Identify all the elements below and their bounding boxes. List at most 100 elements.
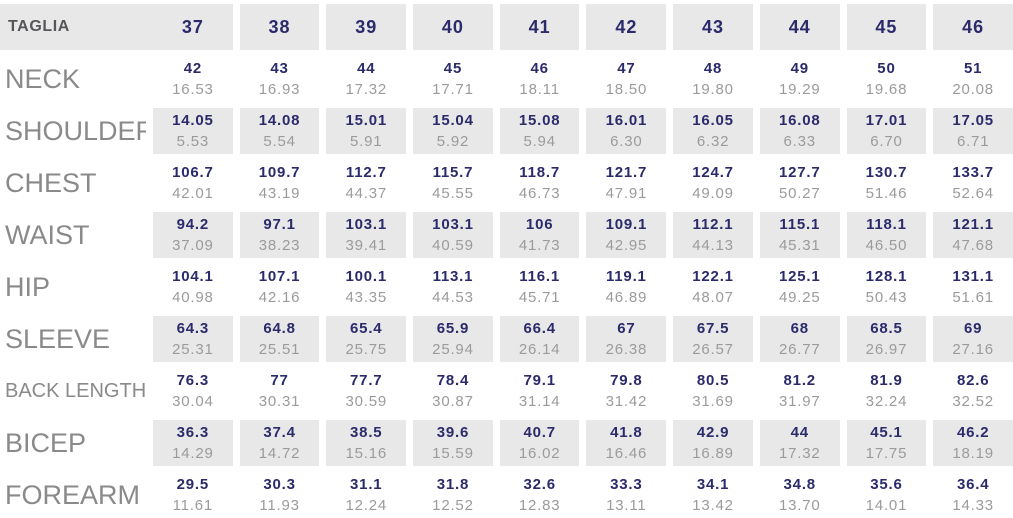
measurement-cell: 94.2 37.09 bbox=[153, 212, 233, 258]
value-inches: 16.02 bbox=[518, 445, 561, 462]
value-inches: 30.31 bbox=[258, 393, 301, 410]
value-cm: 133.7 bbox=[952, 164, 994, 181]
column-header-size: 39 bbox=[326, 4, 407, 50]
value-cm: 118.1 bbox=[866, 216, 907, 233]
value-inches: 38.23 bbox=[258, 237, 301, 254]
value-cm: 125.1 bbox=[778, 268, 821, 285]
value-cm: 39.6 bbox=[436, 424, 470, 441]
value-inches: 43.19 bbox=[258, 185, 301, 202]
value-inches: 46.73 bbox=[518, 185, 561, 202]
value-inches: 40.98 bbox=[172, 289, 214, 306]
value-inches: 11.93 bbox=[259, 497, 300, 514]
column-header-size: 38 bbox=[239, 4, 320, 50]
value-cm: 106.7 bbox=[172, 164, 214, 181]
value-cm: 50 bbox=[877, 60, 896, 77]
value-inches: 19.29 bbox=[778, 81, 821, 98]
value-inches: 42.95 bbox=[605, 237, 648, 254]
measurement-cell: 77 30.31 bbox=[240, 368, 320, 414]
value-inches: 46.50 bbox=[865, 237, 908, 254]
value-inches: 14.29 bbox=[172, 445, 214, 462]
row-label: WAIST bbox=[5, 219, 90, 250]
column-header-size: 43 bbox=[673, 4, 753, 50]
value-inches: 26.14 bbox=[518, 341, 561, 358]
value-cm: 130.7 bbox=[865, 164, 908, 181]
value-cm: 67 bbox=[617, 320, 636, 337]
value-cm: 44 bbox=[790, 424, 809, 441]
value-cm: 97.1 bbox=[263, 216, 296, 233]
header-row: TAGLIA 37 38 39 40 41 42 43 44 45 46 bbox=[0, 4, 1013, 50]
column-header-size: 37 bbox=[153, 4, 233, 50]
value-cm: 80.5 bbox=[696, 372, 730, 389]
value-cm: 42 bbox=[183, 60, 202, 77]
value-cm: 94.2 bbox=[176, 216, 210, 233]
value-cm: 38.5 bbox=[350, 424, 383, 441]
row-label: NECK bbox=[5, 63, 81, 94]
value-cm: 131.1 bbox=[952, 268, 994, 285]
value-cm: 77 bbox=[270, 372, 289, 389]
value-cm: 69 bbox=[963, 320, 983, 337]
measurement-cell: 77.7 30.59 bbox=[326, 368, 406, 414]
value-inches: 18.19 bbox=[952, 445, 994, 462]
value-inches: 19.80 bbox=[692, 81, 734, 98]
value-inches: 16.93 bbox=[258, 81, 301, 98]
measurement-cell: 44 17.32 bbox=[759, 420, 840, 466]
value-cm: 16.08 bbox=[778, 112, 821, 129]
measurement-cell: 39.6 15.59 bbox=[413, 420, 493, 466]
measurement-cell: 42.9 16.89 bbox=[673, 420, 753, 466]
table-row: SLEEVE 64.3 25.31 64.8 25.51 65.4 25.75 65.9 25.… bbox=[0, 316, 1013, 362]
value-inches: 6.30 bbox=[610, 133, 643, 150]
value-inches: 6.33 bbox=[783, 133, 816, 150]
value-cm: 109.1 bbox=[605, 216, 648, 233]
measurement-cell: 104.1 40.98 bbox=[153, 264, 233, 310]
value-inches: 51.61 bbox=[952, 289, 994, 306]
value-cm: 34.1 bbox=[696, 476, 730, 493]
measurement-cell: 31.1 12.24 bbox=[326, 472, 406, 518]
value-cm: 112.7 bbox=[345, 164, 387, 181]
value-inches: 14.33 bbox=[952, 497, 994, 514]
value-cm: 36.4 bbox=[956, 476, 990, 493]
value-inches: 15.59 bbox=[432, 445, 474, 462]
value-inches: 41.73 bbox=[518, 237, 561, 254]
value-inches: 44.37 bbox=[345, 185, 388, 202]
row-label: CHEST bbox=[5, 167, 97, 198]
measurement-cell: 34.8 13.70 bbox=[760, 472, 840, 518]
measurement-cell: 16.05 6.32 bbox=[673, 108, 753, 154]
value-cm: 48 bbox=[703, 60, 723, 77]
value-cm: 17.01 bbox=[865, 112, 908, 129]
value-cm: 124.7 bbox=[692, 164, 734, 181]
measurement-cell: 31.8 12.52 bbox=[413, 472, 493, 518]
measurement-cell: 64.3 25.31 bbox=[153, 316, 233, 362]
value-cm: 127.7 bbox=[778, 164, 821, 181]
measurement-cell: 68 26.77 bbox=[759, 316, 840, 362]
column-header-size: 45 bbox=[846, 4, 927, 50]
value-cm: 78.4 bbox=[436, 372, 470, 389]
value-inches: 15.16 bbox=[345, 445, 388, 462]
measurement-cell: 49 19.29 bbox=[760, 56, 840, 102]
value-inches: 5.91 bbox=[350, 133, 383, 150]
measurement-cell: 103.1 40.59 bbox=[413, 212, 493, 258]
measurement-cell: 14.05 5.53 bbox=[153, 108, 233, 154]
value-cm: 64.3 bbox=[176, 320, 210, 337]
value-inches: 20.08 bbox=[952, 81, 994, 98]
value-cm: 65.4 bbox=[350, 320, 383, 337]
value-cm: 42.9 bbox=[696, 424, 730, 441]
value-inches: 30.87 bbox=[432, 393, 474, 410]
value-cm: 65.9 bbox=[436, 320, 470, 337]
measurement-cell: 115.7 45.55 bbox=[413, 160, 493, 206]
measurement-cell: 64.8 25.51 bbox=[239, 316, 320, 362]
measurement-cell: 116.1 45.71 bbox=[500, 264, 580, 310]
value-cm: 46 bbox=[530, 60, 549, 77]
measurement-cell: 43 16.93 bbox=[240, 56, 320, 102]
measurement-cell: 45.1 17.75 bbox=[846, 420, 927, 466]
value-cm: 30.3 bbox=[263, 476, 296, 493]
measurement-cell: 50 19.68 bbox=[847, 56, 927, 102]
value-inches: 5.92 bbox=[436, 133, 470, 150]
value-inches: 44.53 bbox=[432, 289, 474, 306]
value-inches: 47.91 bbox=[605, 185, 648, 202]
measurement-cell: 119.1 46.89 bbox=[586, 264, 666, 310]
table-row: FOREARM 29.5 11.61 30.3 11.93 31.1 12.24 31.8 12… bbox=[0, 472, 1013, 518]
value-inches: 26.57 bbox=[692, 341, 734, 358]
value-cm: 40.7 bbox=[523, 424, 556, 441]
measurement-cell: 81.2 31.97 bbox=[760, 368, 840, 414]
